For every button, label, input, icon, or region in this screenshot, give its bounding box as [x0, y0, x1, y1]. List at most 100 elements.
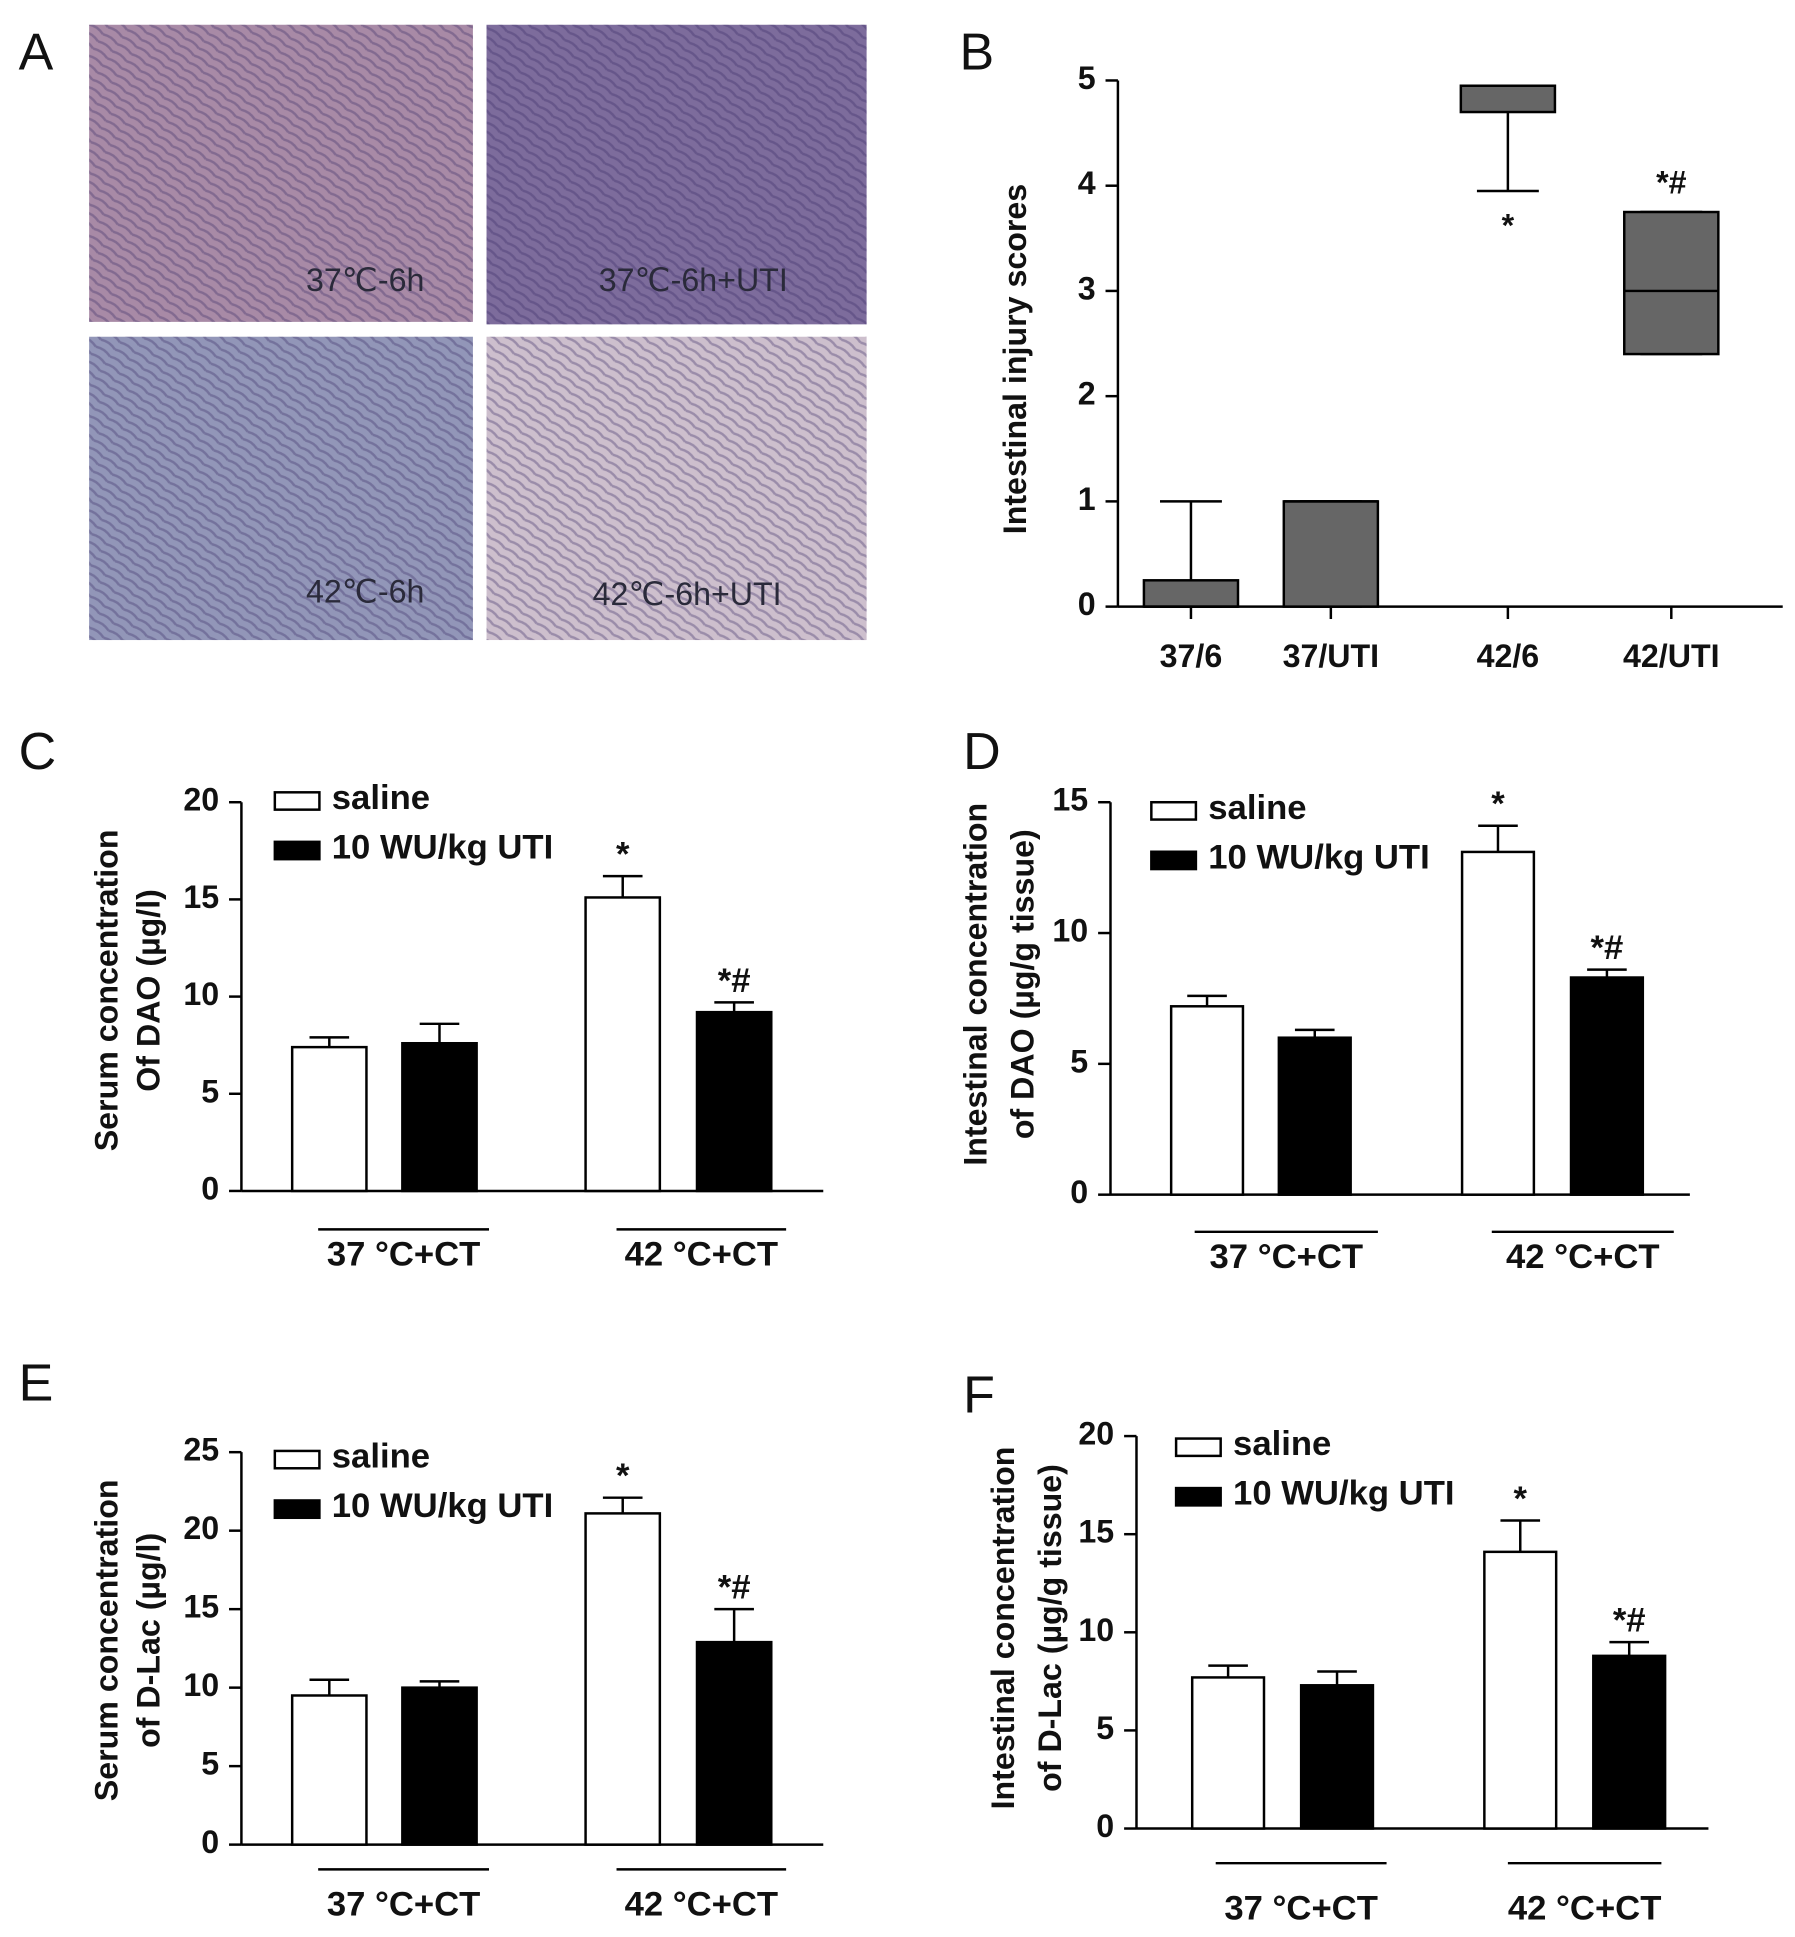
- y-axis-label: Of DAO (µg/l): [131, 889, 167, 1092]
- image-label: 42℃-6h+UTI: [593, 576, 782, 612]
- legend-swatch: [1174, 1437, 1222, 1458]
- histology-texture: [486, 336, 867, 641]
- legend-swatch: [273, 840, 321, 861]
- y-axis-label: Serum concentration: [88, 830, 124, 1152]
- y-axis-label: Intestinal concentration: [985, 1447, 1021, 1810]
- y-tick-label: 5: [1078, 60, 1096, 96]
- y-tick-label: 0: [1078, 586, 1096, 622]
- y-tick-label: 3: [1078, 270, 1096, 306]
- bar: [1190, 1676, 1266, 1830]
- x-tick-label: 37 °C+CT: [1210, 1238, 1364, 1276]
- image-label: 37℃-6h+UTI: [599, 262, 788, 298]
- x-tick-label: 42 °C+CT: [1506, 1238, 1660, 1276]
- bar: [695, 1010, 773, 1193]
- image-label: 42℃-6h: [306, 574, 424, 610]
- y-tick-label: 4: [1078, 165, 1096, 201]
- y-tick-label: 5: [201, 1746, 219, 1782]
- x-tick-label: 42 °C+CT: [625, 1236, 779, 1274]
- bar: [1169, 1005, 1245, 1196]
- panel-label: A: [19, 23, 54, 81]
- y-tick-label: 0: [1070, 1174, 1088, 1210]
- y-tick-label: 15: [1078, 1514, 1114, 1550]
- annotation: *: [1502, 208, 1515, 244]
- annotation: *#: [718, 962, 751, 1000]
- x-tick-label: 42 °C+CT: [1508, 1889, 1662, 1927]
- y-axis-label: Intestinal injury scores: [997, 184, 1033, 534]
- legend-swatch: [273, 791, 321, 811]
- y-tick-label: 15: [1052, 782, 1088, 818]
- annotation: *: [616, 1457, 630, 1495]
- y-tick-label: 0: [201, 1824, 219, 1860]
- bar: [290, 1045, 368, 1193]
- legend-swatch: [1150, 850, 1198, 871]
- bar: [1277, 1036, 1352, 1196]
- bar: [401, 1686, 478, 1846]
- y-tick-label: 5: [1096, 1710, 1114, 1746]
- image-label: 37℃-6h: [306, 262, 424, 298]
- y-tick-label: 20: [183, 1510, 219, 1546]
- panel-label: B: [959, 23, 994, 81]
- y-tick-label: 1: [1078, 481, 1096, 517]
- bar: [1299, 1684, 1375, 1830]
- legend-label: 10 WU/kg UTI: [1233, 1475, 1454, 1513]
- bar: [584, 896, 662, 1193]
- legend-swatch: [1150, 800, 1198, 821]
- y-tick-label: 10: [1052, 913, 1088, 949]
- annotation: *#: [718, 1569, 751, 1607]
- legend-swatch: [273, 1449, 321, 1470]
- x-tick-label: 37 °C+CT: [327, 1236, 481, 1274]
- box: [1142, 579, 1240, 608]
- y-tick-label: 10: [1078, 1612, 1114, 1648]
- legend-label: 10 WU/kg UTI: [1208, 838, 1429, 876]
- panel-label: F: [963, 1367, 995, 1425]
- y-tick-label: 25: [183, 1432, 219, 1468]
- x-tick-label: 37 °C+CT: [1224, 1889, 1377, 1927]
- y-tick-label: 2: [1078, 376, 1096, 412]
- legend-swatch: [1174, 1486, 1222, 1507]
- bar: [1592, 1654, 1667, 1830]
- box: [1282, 500, 1380, 608]
- legend-label: saline: [1233, 1425, 1331, 1463]
- legend-label: 10 WU/kg UTI: [332, 1487, 553, 1525]
- x-tick-label: 42/6: [1477, 638, 1540, 674]
- y-axis-label: of D-Lac (µg/l): [131, 1533, 167, 1748]
- y-tick-label: 5: [1070, 1043, 1088, 1079]
- bar: [401, 1041, 478, 1193]
- annotation: *: [616, 835, 630, 873]
- y-tick-label: 20: [183, 782, 219, 818]
- box: [1459, 84, 1557, 114]
- legend-label: saline: [1208, 789, 1306, 827]
- y-tick-label: 0: [1096, 1808, 1114, 1844]
- x-tick-label: 37/6: [1160, 638, 1223, 674]
- y-tick-label: 20: [1078, 1416, 1114, 1452]
- y-axis-label: of DAO (µg/g tissue): [1005, 829, 1041, 1139]
- annotation: *#: [1613, 1601, 1646, 1639]
- panel-label: D: [963, 723, 1001, 781]
- bar: [1460, 850, 1536, 1196]
- annotation: *#: [1656, 164, 1687, 200]
- y-tick-label: 5: [201, 1073, 219, 1109]
- legend-label: 10 WU/kg UTI: [332, 828, 553, 866]
- x-tick-label: 42 °C+CT: [625, 1886, 779, 1924]
- y-tick-label: 10: [183, 1667, 219, 1703]
- bar: [1483, 1550, 1558, 1830]
- figure-body: A 37℃-6h 37℃-6h+UTI 42℃-6h 42℃-6h+UTI B 0 1 2 3 4 5…: [19, 23, 1783, 1927]
- x-tick-label: 37/UTI: [1283, 638, 1380, 674]
- histology-texture: [89, 24, 473, 322]
- y-tick-label: 0: [201, 1170, 219, 1206]
- x-tick-label: 37 °C+CT: [327, 1886, 481, 1924]
- bar: [695, 1640, 773, 1846]
- legend-swatch: [273, 1499, 321, 1520]
- annotation: *: [1491, 785, 1505, 823]
- panel-label: E: [19, 1354, 54, 1412]
- y-axis-label: Serum concentration: [88, 1479, 124, 1801]
- bar: [1569, 976, 1645, 1196]
- legend-label: saline: [332, 1438, 430, 1476]
- y-tick-label: 10: [183, 976, 219, 1012]
- x-tick-label: 42/UTI: [1623, 638, 1720, 674]
- panel-label: C: [19, 723, 57, 781]
- legend-label: saline: [332, 779, 430, 817]
- histology-texture: [89, 336, 473, 641]
- y-axis-label: Intestinal concentration: [958, 803, 994, 1166]
